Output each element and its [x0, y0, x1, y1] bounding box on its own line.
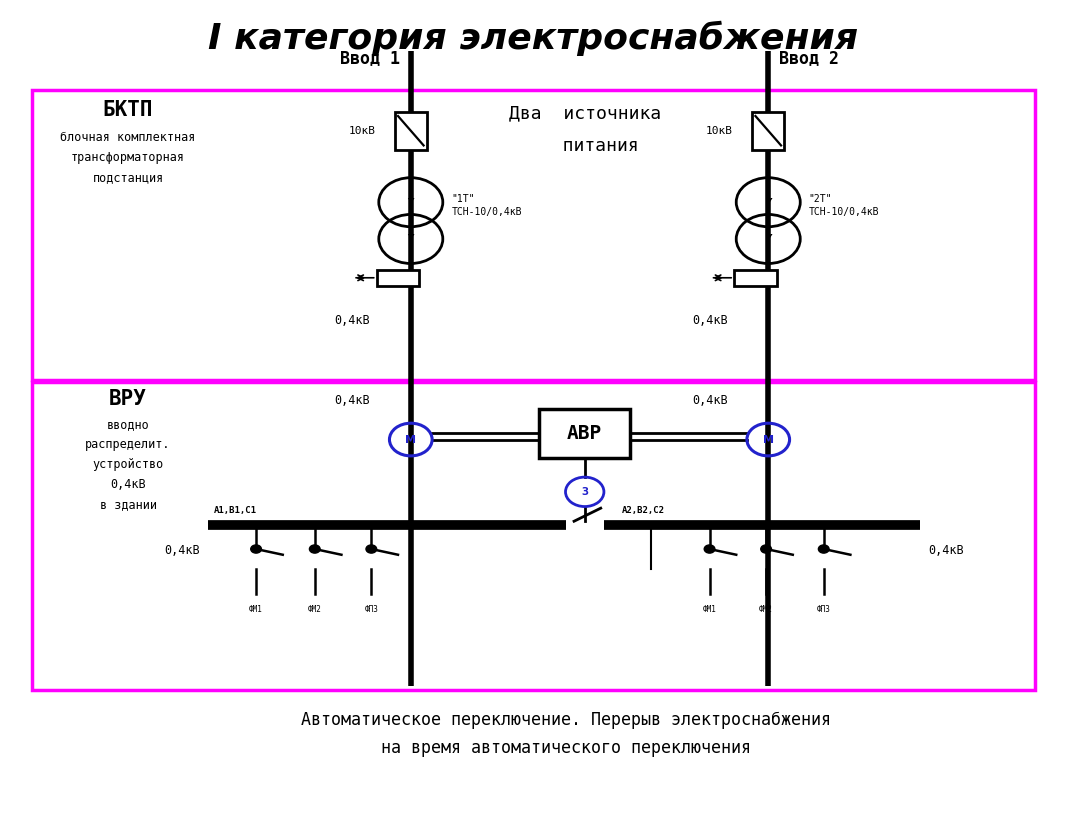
Text: Y: Y	[408, 198, 414, 207]
Text: АВР: АВР	[567, 423, 603, 443]
Text: ФМ2: ФМ2	[307, 605, 322, 614]
Bar	[377, 270, 419, 286]
Text: ФП3: ФП3	[816, 605, 831, 614]
Text: Y: Y	[408, 234, 414, 243]
Text: Ввод 1: Ввод 1	[340, 49, 400, 67]
Text: 0,4кВ: 0,4кВ	[335, 314, 370, 327]
Text: на время автоматического переключения: на время автоматического переключения	[381, 739, 750, 757]
Text: I категория электроснабжения: I категория электроснабжения	[208, 20, 859, 56]
Text: 0,4кВ: 0,4кВ	[335, 394, 370, 407]
Text: ФМ1: ФМ1	[249, 605, 264, 614]
Text: блочная комплектная
трансформаторная
подстанция: блочная комплектная трансформаторная под…	[61, 131, 195, 184]
Circle shape	[761, 545, 771, 553]
Text: Y: Y	[765, 234, 771, 243]
Circle shape	[704, 545, 715, 553]
Text: Два  источника
   питания: Два источника питания	[509, 105, 660, 154]
Text: ФМ2: ФМ2	[759, 605, 774, 614]
Bar	[540, 408, 630, 458]
Text: Y: Y	[765, 198, 771, 207]
Text: 10кВ: 10кВ	[706, 126, 733, 136]
Bar	[32, 382, 1035, 690]
Text: БКТП: БКТП	[102, 100, 154, 119]
Circle shape	[818, 545, 829, 553]
Bar	[734, 270, 777, 286]
Text: "1Т"
ТСН-10/0,4кВ: "1Т" ТСН-10/0,4кВ	[451, 194, 522, 217]
Circle shape	[251, 545, 261, 553]
Text: ФП3: ФП3	[364, 605, 379, 614]
Text: Автоматическое переключение. Перерыв электроснабжения: Автоматическое переключение. Перерыв эле…	[301, 711, 830, 729]
Text: вводно
распределит.
устройство
0,4кВ
в здании: вводно распределит. устройство 0,4кВ в з…	[85, 418, 171, 511]
Text: M: M	[763, 435, 774, 444]
Text: ФМ1: ФМ1	[702, 605, 717, 614]
Text: 0,4кВ: 0,4кВ	[692, 394, 728, 407]
Text: А1,В1,С1: А1,В1,С1	[213, 506, 256, 515]
Text: А2,В2,С2: А2,В2,С2	[622, 506, 665, 515]
Text: Ввод 2: Ввод 2	[779, 49, 839, 67]
Text: 0,4кВ: 0,4кВ	[928, 544, 964, 557]
Text: M: M	[405, 435, 416, 444]
Text: "2Т"
ТСН-10/0,4кВ: "2Т" ТСН-10/0,4кВ	[809, 194, 879, 217]
Text: 0,4кВ: 0,4кВ	[164, 544, 200, 557]
Bar	[752, 112, 784, 150]
Text: 10кВ: 10кВ	[349, 126, 376, 136]
Bar	[32, 90, 1035, 380]
Circle shape	[309, 545, 320, 553]
Text: З: З	[582, 487, 588, 497]
Text: ВРУ: ВРУ	[109, 389, 147, 408]
Text: 0,4кВ: 0,4кВ	[692, 314, 728, 327]
Bar	[395, 112, 427, 150]
Circle shape	[366, 545, 377, 553]
